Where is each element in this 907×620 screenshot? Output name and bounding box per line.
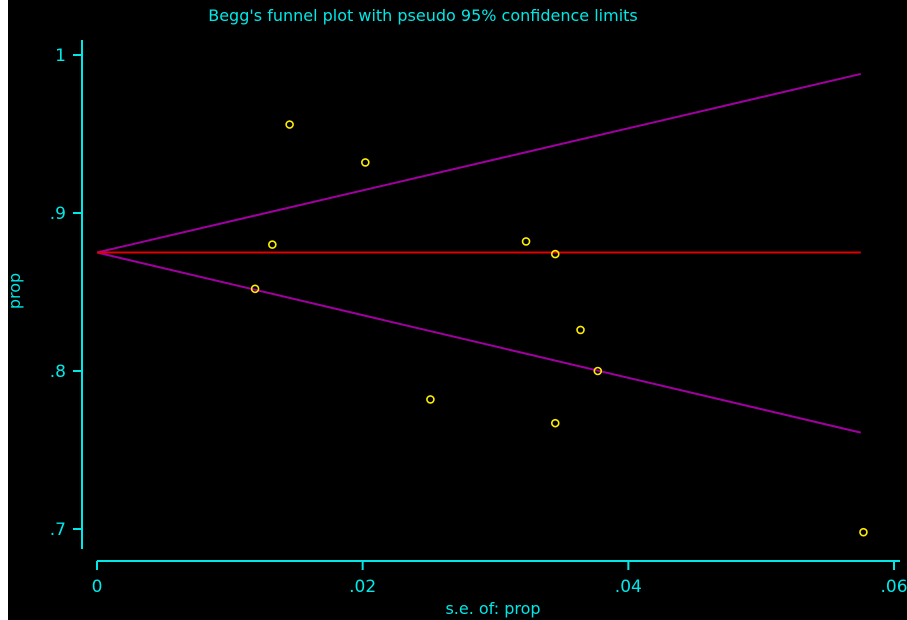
y-tick-label: .7: [50, 520, 66, 540]
study-point: [285, 120, 294, 129]
x-tick-label: .04: [615, 577, 642, 597]
reference-lines: [96, 72, 862, 434]
chart-title: Begg's funnel plot with pseudo 95% confi…: [208, 6, 638, 25]
study-point: [426, 395, 435, 404]
study-point: [576, 325, 585, 335]
x-tick-label: .06: [880, 577, 907, 597]
y-tick-label: .8: [50, 362, 66, 382]
y-axis-label: prop: [8, 273, 24, 309]
y-tick-label: .9: [50, 204, 66, 224]
funnel-plot: Begg's funnel plot with pseudo 95% confi…: [8, 0, 907, 620]
study-point: [593, 366, 603, 376]
study-point: [550, 418, 560, 428]
y-axis-ticks: .7 .8 .9 1: [50, 46, 82, 540]
study-point: [550, 249, 560, 259]
x-tick-label: 0: [92, 577, 103, 597]
y-tick-label: 1: [55, 46, 66, 66]
x-tick-label: .02: [349, 577, 376, 597]
study-point: [268, 240, 277, 249]
x-axis-ticks: 0 .02 .04 .06: [92, 561, 907, 597]
x-axis-label: s.e. of: prop: [445, 599, 540, 618]
study-point: [521, 237, 531, 246]
upper-confidence-limit: [96, 72, 862, 254]
lower-confidence-limit: [96, 251, 862, 434]
study-points: [250, 120, 868, 537]
study-point: [859, 527, 868, 537]
study-point: [250, 284, 260, 294]
study-point: [361, 158, 370, 167]
